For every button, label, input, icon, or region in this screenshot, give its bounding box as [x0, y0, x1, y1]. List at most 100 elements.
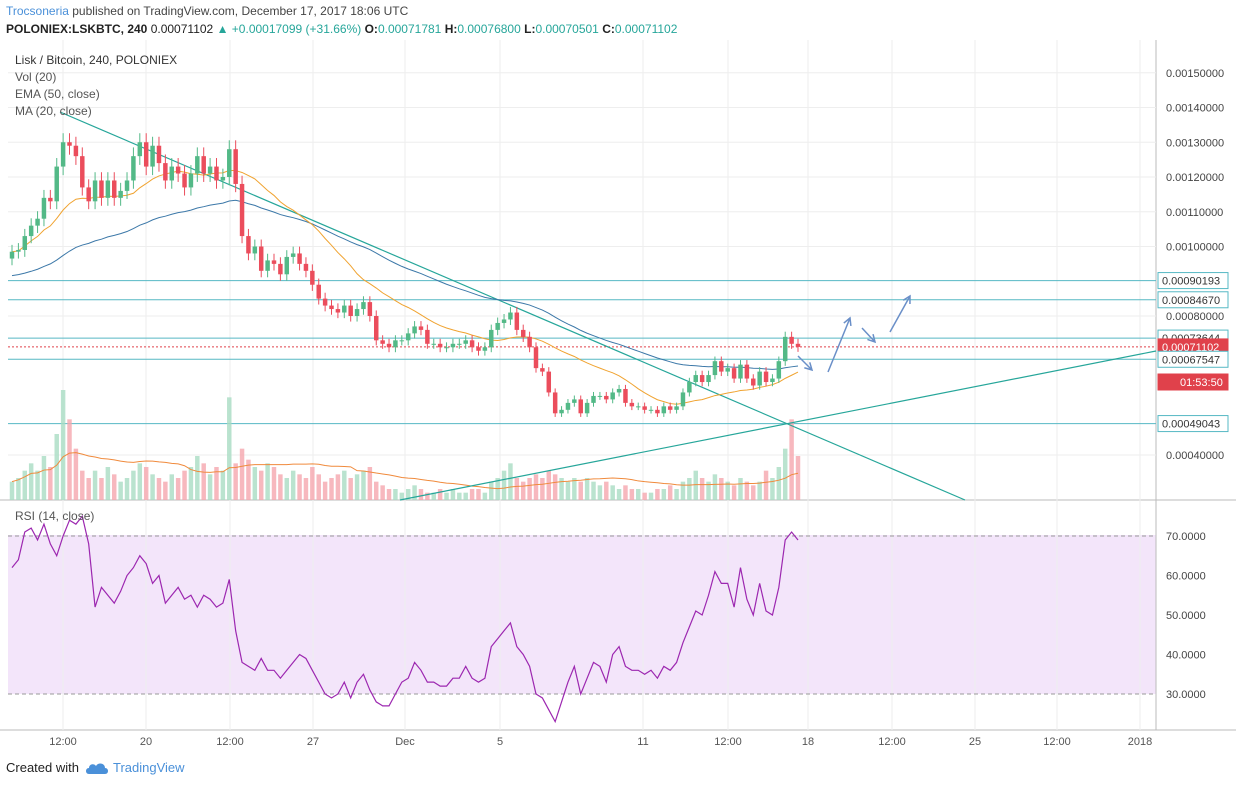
candle-body: [520, 329, 526, 337]
candle-body: [163, 163, 168, 181]
candle-body: [578, 399, 583, 414]
volume-bar: [48, 467, 53, 500]
last-price: 0.00071102: [150, 22, 214, 36]
volume-bar: [527, 478, 532, 500]
rsi-legend[interactable]: RSI (14, close): [15, 509, 95, 523]
legend-vol[interactable]: Vol (20): [15, 70, 57, 84]
volume-bar: [175, 478, 181, 500]
candle-body: [246, 236, 251, 254]
candle-body: [699, 375, 705, 383]
volume-bar: [636, 489, 641, 500]
candle-body: [655, 409, 660, 414]
candle-body: [463, 340, 468, 344]
candle-body: [501, 319, 507, 323]
volume-bar: [342, 470, 347, 500]
candle-body: [674, 406, 679, 410]
volume-bar: [699, 478, 705, 500]
candle-body: [374, 316, 379, 341]
volume-bar: [648, 492, 654, 500]
candle-body: [751, 378, 756, 386]
candle-body: [757, 371, 762, 386]
volume-bar: [463, 492, 468, 500]
volume-bar: [508, 463, 513, 500]
open-value: 0.00071781: [377, 22, 442, 36]
candle-body: [795, 343, 801, 347]
author-link[interactable]: Trocsoneria: [6, 4, 69, 18]
candle-body: [604, 395, 609, 400]
volume-bar: [712, 474, 718, 500]
candle-body: [227, 149, 232, 177]
time-tick-label: 12:00: [714, 736, 742, 748]
volume-bar: [354, 474, 360, 500]
time-tick-label: 11: [637, 736, 648, 748]
volume-bar: [9, 481, 15, 500]
candle-body: [239, 183, 245, 237]
candle-body: [693, 375, 698, 383]
volume-bar: [118, 481, 123, 500]
candle-body: [9, 251, 15, 259]
price-pane: [8, 40, 1156, 500]
candle-body: [482, 347, 488, 351]
volume-bar: [731, 485, 737, 500]
candle-body: [629, 402, 635, 407]
candle-body: [156, 145, 162, 164]
volume-bar: [265, 463, 270, 500]
volume-bar: [418, 489, 424, 500]
volume-bar: [776, 467, 782, 500]
volume-bar: [227, 397, 232, 500]
tradingview-brand[interactable]: TradingView: [85, 760, 185, 775]
publish-info: Trocsoneria published on TradingView.com…: [6, 4, 408, 18]
volume-bar: [22, 470, 28, 500]
volume-bar: [457, 492, 462, 500]
volume-bar: [412, 485, 417, 500]
volume-bar: [482, 492, 488, 500]
candle-body: [770, 378, 775, 383]
volume-bar: [16, 478, 21, 500]
candle-body: [514, 312, 520, 330]
candle-body: [214, 166, 219, 181]
volume-bar: [552, 474, 558, 500]
volume-bar: [680, 481, 686, 500]
volume-bar: [112, 474, 117, 500]
price-label-box: [1157, 415, 1229, 433]
volume-bar: [284, 478, 290, 500]
legend-ema[interactable]: EMA (50, close): [15, 87, 100, 101]
price-label-box: [1157, 373, 1229, 391]
candle-body: [169, 166, 174, 181]
candle-body: [444, 347, 449, 349]
candle-body: [143, 142, 149, 167]
time-tick-label: 25: [969, 736, 981, 748]
volume-bar: [28, 463, 34, 500]
projection-arrow: [889, 295, 911, 333]
price-tick-label: 0.00120000: [1166, 172, 1224, 184]
candle-body: [48, 197, 53, 202]
candle-body: [175, 166, 181, 174]
price-tick-label: 0.00110000: [1166, 207, 1223, 219]
volume-bar: [744, 481, 750, 500]
volume-bar: [763, 470, 769, 500]
candle-body: [776, 361, 782, 379]
candle-body: [150, 145, 155, 167]
created-with-text: Created with: [6, 760, 79, 775]
candle-body: [559, 409, 564, 414]
volume-bar: [348, 478, 353, 500]
candle-body: [616, 388, 622, 393]
rsi-tick-label: 70.0000: [1166, 531, 1206, 543]
candle-body: [680, 392, 686, 407]
candle-body: [437, 343, 443, 348]
volume-bar: [674, 489, 679, 500]
time-tick-label: 20: [140, 736, 152, 748]
volume-bar: [572, 478, 577, 500]
candle-body: [92, 180, 98, 202]
candle-body: [623, 388, 628, 403]
volume-bar: [437, 489, 443, 500]
price-label-text: 0.00084670: [1162, 295, 1220, 307]
volume-bar: [431, 492, 436, 500]
candle-body: [565, 402, 571, 410]
volume-bar: [616, 489, 622, 500]
legend-ma[interactable]: MA (20, close): [15, 104, 92, 118]
volume-bar: [278, 474, 283, 500]
price-tick-label: 0.00080000: [1166, 311, 1224, 323]
volume-bar: [201, 463, 206, 500]
